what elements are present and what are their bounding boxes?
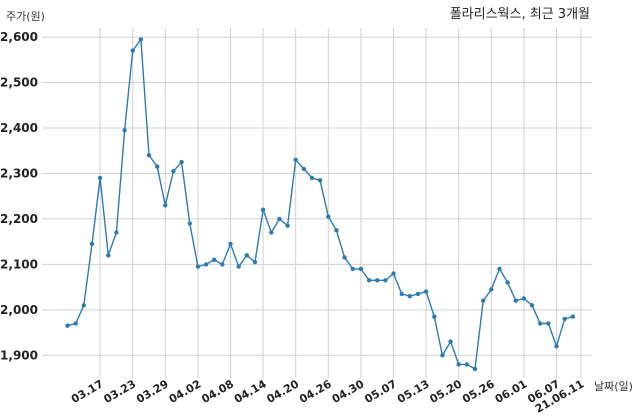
- x-axis-label: 날짜(일): [594, 379, 633, 393]
- data-point: [570, 314, 575, 319]
- x-tick-label: 04.20: [265, 377, 302, 406]
- x-tick-label: 04.26: [297, 377, 334, 406]
- x-tick-label: 04.02: [167, 377, 204, 406]
- data-point: [529, 303, 535, 308]
- data-point: [538, 321, 543, 326]
- y-tick-label: 2,300: [0, 166, 38, 180]
- data-point: [228, 241, 233, 247]
- x-tick-label: 03.29: [134, 377, 171, 406]
- grid-layer: [42, 28, 592, 378]
- data-point: [65, 323, 70, 328]
- x-tick-label: 05.20: [428, 377, 465, 406]
- data-point: [252, 259, 258, 265]
- data-point: [301, 166, 307, 172]
- data-point: [366, 278, 372, 283]
- y-tick-label: 1,900: [0, 348, 38, 362]
- data-point: [163, 203, 168, 208]
- data-point: [440, 353, 445, 358]
- data-point: [122, 128, 127, 133]
- data-point: [521, 296, 527, 301]
- data-point: [106, 253, 111, 258]
- data-point: [236, 264, 241, 269]
- x-tick-labels: 03.1703.2303.2904.0204.0804.1404.2004.26…: [69, 377, 586, 416]
- data-point: [195, 264, 201, 269]
- data-point: [497, 266, 502, 272]
- data-point: [293, 157, 298, 162]
- data-point: [285, 223, 290, 228]
- x-tick-label: 04.08: [199, 377, 236, 406]
- data-point: [546, 321, 551, 326]
- data-point: [472, 366, 478, 372]
- data-point: [489, 287, 494, 292]
- x-tick-label: 04.14: [232, 377, 269, 406]
- data-point: [423, 289, 429, 294]
- data-point: [138, 37, 144, 42]
- x-tick-label: 03.17: [69, 377, 106, 406]
- data-point: [212, 257, 217, 262]
- data-point: [326, 214, 331, 219]
- data-point: [260, 207, 266, 212]
- data-point: [554, 344, 559, 349]
- y-tick-label: 2,600: [0, 30, 38, 44]
- y-tick-label: 2,100: [0, 257, 38, 271]
- x-tick-label: 03.23: [102, 377, 139, 406]
- price-points: [65, 37, 575, 372]
- data-point: [146, 153, 152, 158]
- x-tick-label: 05.13: [395, 377, 432, 406]
- data-point: [334, 228, 339, 233]
- data-point: [513, 298, 518, 303]
- y-tick-label: 2,400: [0, 121, 38, 135]
- data-point: [383, 278, 388, 283]
- y-axis-label: 주가(원): [6, 10, 45, 23]
- data-point: [432, 314, 437, 319]
- data-point: [415, 291, 421, 297]
- y-tick-label: 2,500: [0, 76, 38, 90]
- data-point: [317, 178, 323, 183]
- data-point: [73, 321, 78, 326]
- data-point: [203, 262, 209, 267]
- data-point: [171, 169, 176, 174]
- x-tick-label: 06.01: [493, 377, 530, 406]
- data-point: [481, 298, 486, 303]
- data-point: [220, 262, 225, 267]
- data-point: [269, 230, 274, 235]
- data-point: [309, 175, 315, 181]
- data-point: [350, 266, 355, 272]
- data-point: [81, 303, 87, 308]
- data-point: [130, 48, 135, 53]
- chart-title: 폴라리스웍스, 최근 3개월: [450, 7, 590, 22]
- data-point: [391, 271, 396, 276]
- data-point: [375, 278, 380, 283]
- y-tick-label: 2,200: [0, 212, 38, 226]
- data-point: [114, 230, 119, 235]
- data-point: [505, 280, 510, 285]
- x-tick-label: 04.30: [330, 377, 367, 406]
- data-point: [89, 241, 95, 247]
- data-point: [407, 294, 412, 299]
- data-point: [448, 339, 453, 344]
- x-tick-label: 05.07: [362, 377, 399, 406]
- data-point: [358, 266, 364, 272]
- data-point: [464, 362, 470, 367]
- price-line: [67, 37, 573, 371]
- data-point: [155, 164, 160, 169]
- data-point: [277, 216, 282, 222]
- data-point: [244, 253, 249, 258]
- data-point: [187, 221, 192, 226]
- y-tick-labels: 1,900 2,000 2,100 2,200 2,300 2,400 2,500 2,600: [0, 30, 38, 362]
- data-point: [456, 362, 461, 367]
- y-tick-label: 2,000: [0, 303, 38, 317]
- data-point: [399, 291, 404, 297]
- data-point: [179, 159, 184, 165]
- data-point: [562, 316, 567, 322]
- x-tick-label: 05.26: [460, 377, 497, 406]
- data-point: [97, 175, 103, 181]
- data-point: [342, 255, 347, 260]
